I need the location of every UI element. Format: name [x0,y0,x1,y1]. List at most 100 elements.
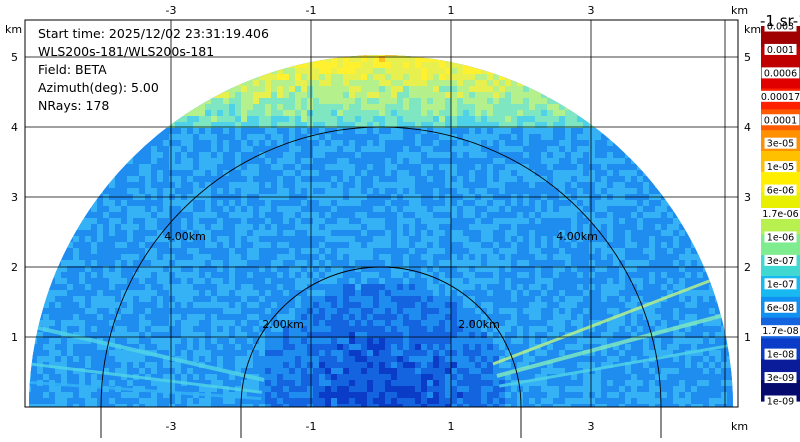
field-cell [241,314,247,320]
field-cell [325,338,331,344]
field-cell [607,326,613,332]
field-cell [67,296,73,302]
field-cell [505,284,511,290]
field-cell [157,134,163,140]
field-cell [259,332,265,338]
field-cell [127,176,133,182]
field-cell [595,368,601,374]
field-cell [595,236,601,242]
field-cell [259,98,265,104]
field-cell [43,290,49,296]
field-cell [481,374,487,380]
field-cell [373,104,379,110]
field-cell [505,158,511,164]
field-cell [523,338,529,344]
field-cell [49,314,55,320]
field-cell [169,176,175,182]
field-cell [211,350,217,356]
field-cell [445,122,451,128]
field-cell [61,290,67,296]
field-cell [295,122,301,128]
field-cell [121,164,127,170]
field-cell [589,158,595,164]
field-cell [211,116,217,122]
field-cell [91,314,97,320]
field-cell [487,164,493,170]
field-cell [451,314,457,320]
field-cell [445,146,451,152]
field-cell [349,218,355,224]
field-cell [547,158,553,164]
field-cell [583,320,589,326]
field-cell [451,218,457,224]
field-cell [265,224,271,230]
field-cell [217,152,223,158]
field-cell [421,55,427,56]
field-cell [571,152,577,158]
field-cell [673,206,679,212]
field-cell [523,200,529,206]
field-cell [175,242,181,248]
field-cell [247,86,253,92]
field-cell [349,92,355,98]
field-cell [343,302,349,308]
field-cell [127,326,133,332]
field-cell [637,176,643,182]
field-cell [373,212,379,218]
field-cell [133,278,139,284]
field-cell [259,218,265,224]
field-cell [535,188,541,194]
field-cell [157,158,163,164]
field-cell [439,272,445,278]
field-cell [283,152,289,158]
field-cell [505,344,511,350]
field-cell [529,110,535,116]
field-cell [493,188,499,194]
field-cell [469,350,475,356]
field-cell [421,170,427,176]
field-cell [403,110,409,116]
field-cell [721,332,727,338]
field-cell [157,146,163,152]
field-cell [475,158,481,164]
field-cell [475,134,481,140]
field-cell [637,314,643,320]
field-cell [517,122,523,128]
field-cell [223,350,229,356]
field-cell [151,338,157,344]
field-cell [637,320,643,326]
field-cell [277,260,283,266]
field-cell [301,212,307,218]
field-cell [511,98,517,104]
field-cell [469,254,475,260]
field-cell [403,272,409,278]
field-cell [403,296,409,302]
field-cell [151,368,157,374]
field-cell [235,278,241,284]
field-cell [373,362,379,368]
field-cell [319,296,325,302]
field-cell [205,356,211,362]
field-cell [175,290,181,296]
field-cell [481,206,487,212]
field-cell [517,332,523,338]
field-cell [535,104,541,110]
field-cell [613,368,619,374]
field-cell [319,230,325,236]
field-cell [577,146,583,152]
field-cell [553,230,559,236]
field-cell [115,242,121,248]
field-cell [607,356,613,362]
field-cell [457,260,463,266]
field-cell [715,356,721,362]
field-cell [433,242,439,248]
field-cell [343,338,349,344]
field-cell [631,236,637,242]
field-cell [211,134,217,140]
field-cell [115,356,121,362]
field-cell [565,242,571,248]
field-cell [139,176,145,182]
field-cell [529,326,535,332]
field-cell [241,302,247,308]
field-cell [331,140,337,146]
